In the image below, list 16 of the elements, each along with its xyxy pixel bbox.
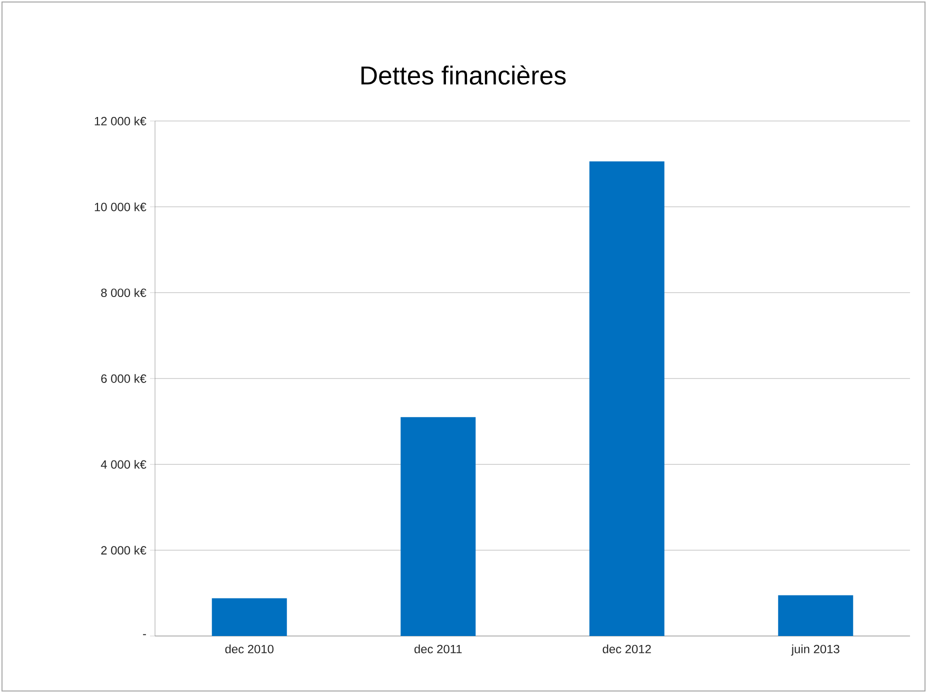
y-tick-label: 12 000 k€ (94, 116, 146, 126)
bar (589, 161, 664, 636)
bar (778, 595, 854, 636)
y-tick-label: 6 000 k€ (101, 374, 146, 383)
bar (212, 598, 287, 636)
y-tick-label: 2 000 k€ (101, 546, 146, 555)
chart-title: Dettes financières (361, 65, 566, 85)
y-tick-label: - (143, 634, 146, 636)
y-tick-label: 4 000 k€ (100, 460, 146, 469)
x-tick-label: dec 2011 (414, 644, 462, 654)
x-tick-label: juin 2013 (791, 644, 840, 656)
y-tick-label: 8 000 k€ (101, 288, 146, 298)
bar (400, 417, 476, 636)
x-tick-label: dec 2012 (602, 644, 651, 654)
x-tick-label: dec 2010 (225, 644, 274, 654)
y-tick-label: 10 000 k€ (94, 202, 146, 212)
